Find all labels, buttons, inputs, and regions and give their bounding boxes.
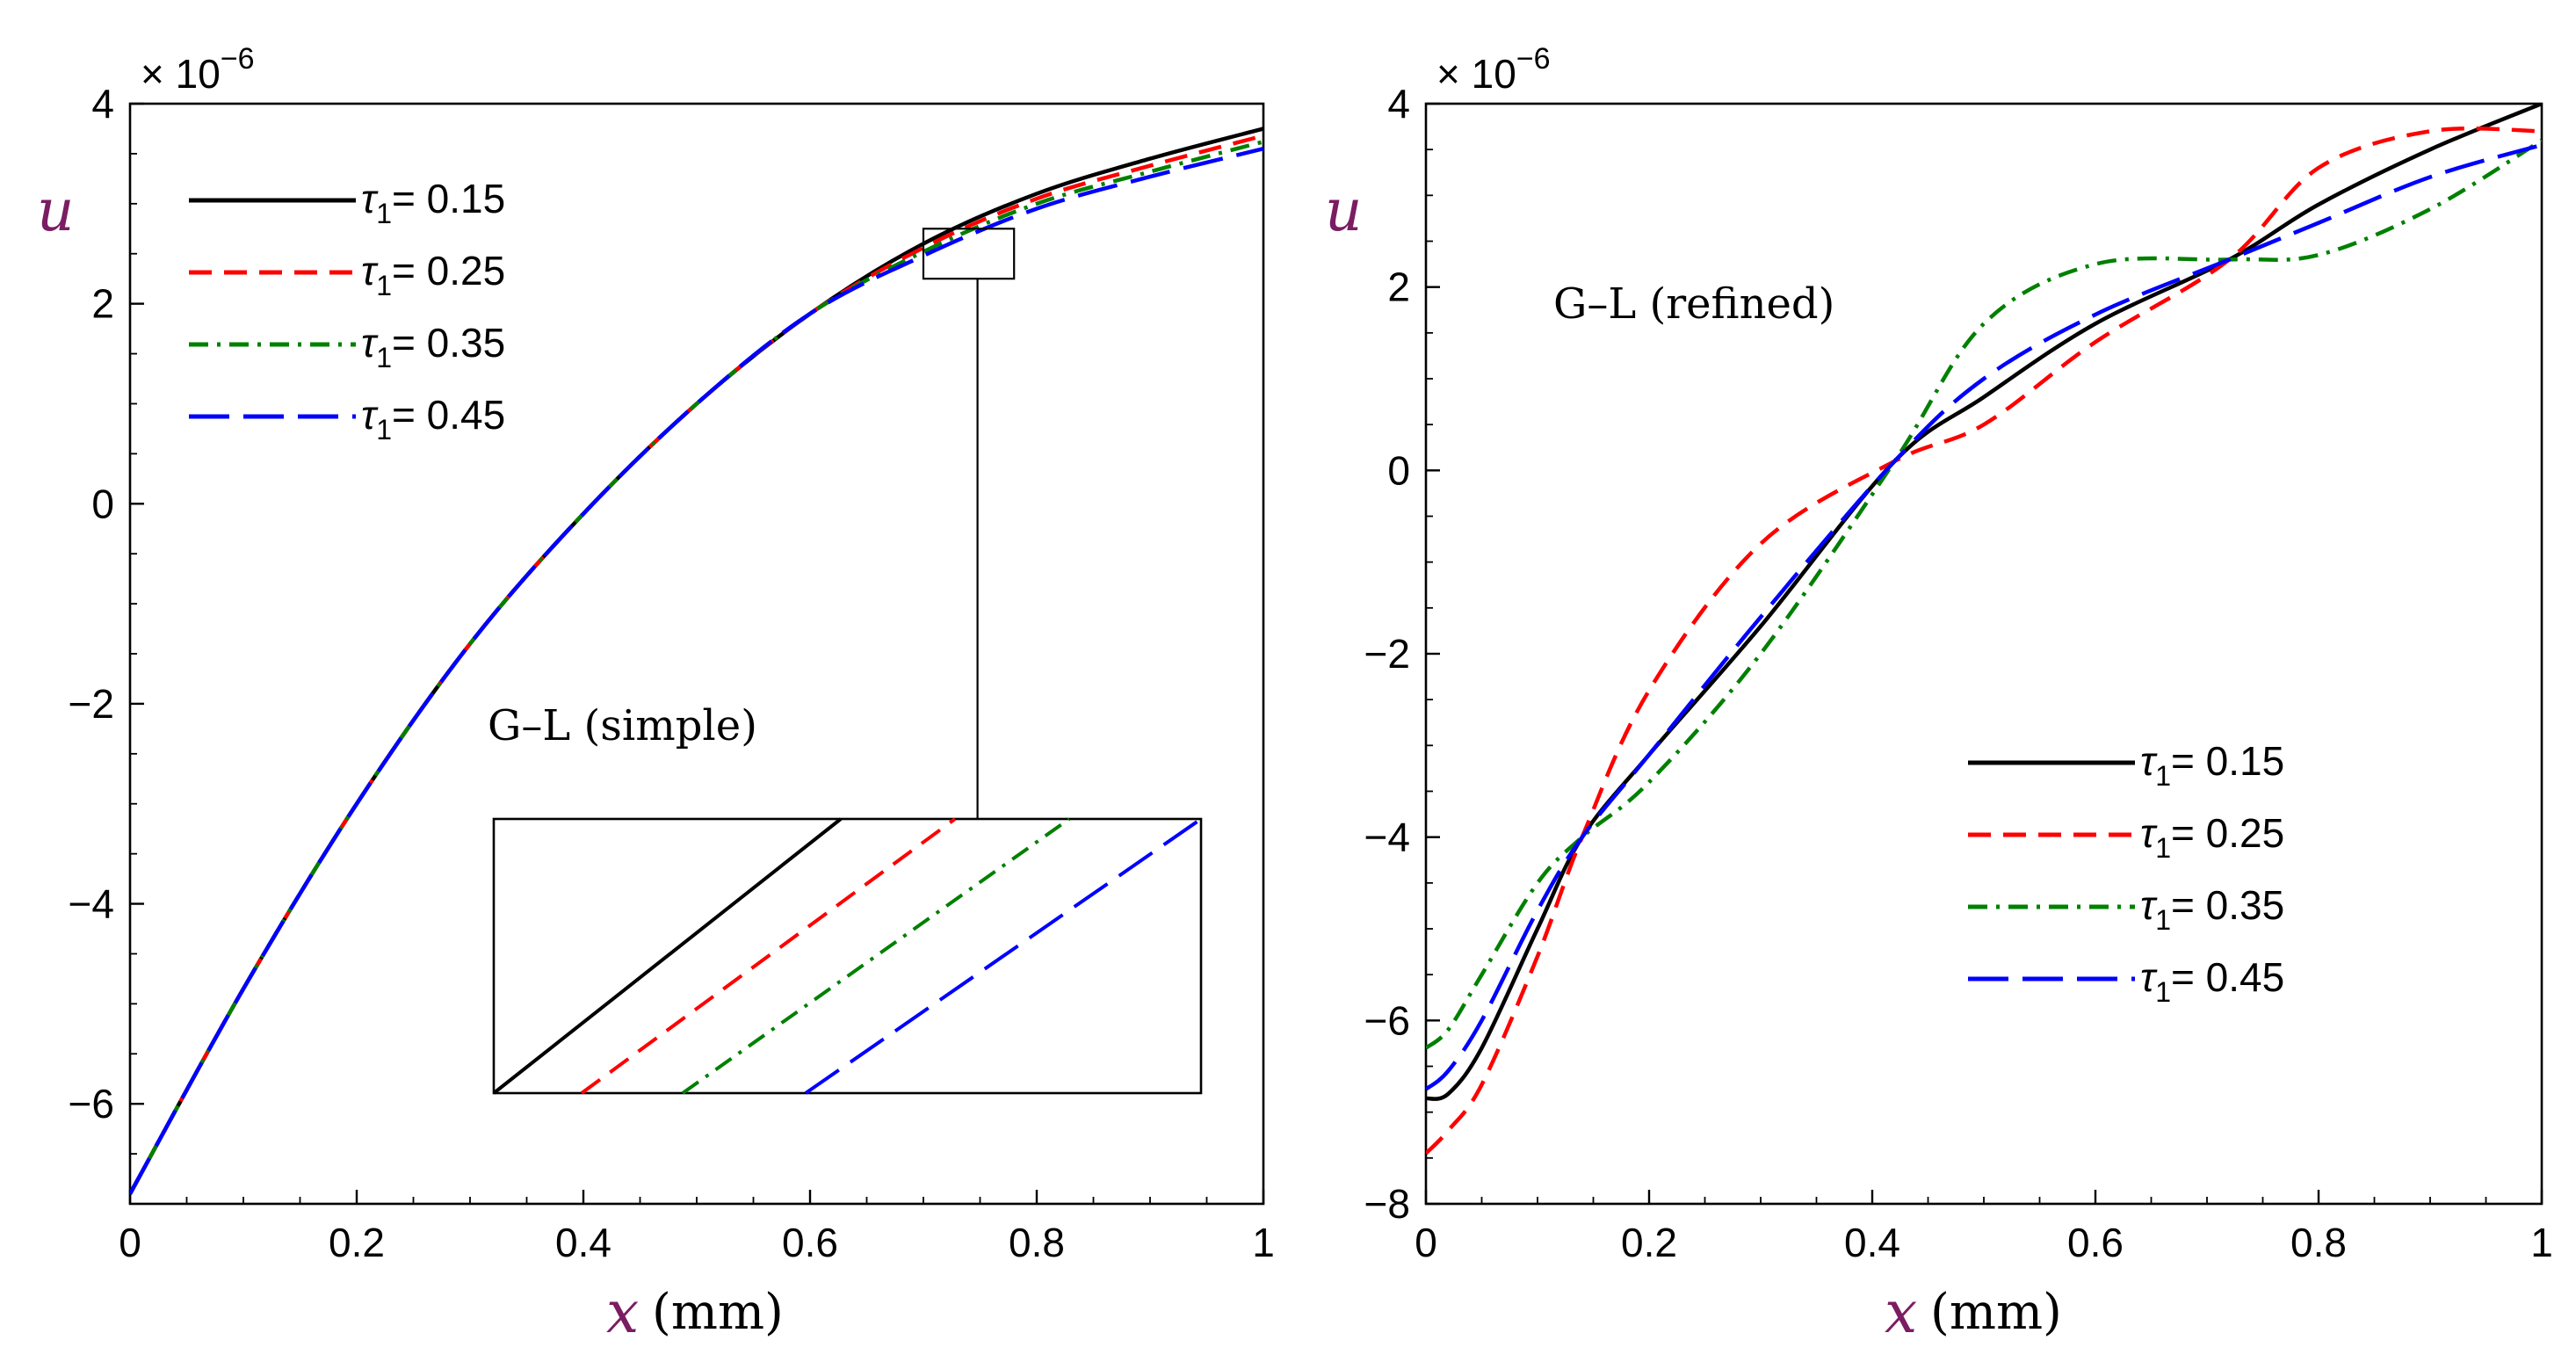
x-tick-label: 0.8	[2290, 1220, 2347, 1265]
x-axis-unit: (mm)	[652, 1284, 784, 1341]
panel-annotation: G–L (refined)	[1553, 279, 1834, 329]
series-line-s015	[1426, 104, 2542, 1101]
right-panel: 0 0.2 0.4 0.6 0.8 1 −8 −6 −4 −2 0 2 4 × 10−6 u x (mm) G–L…	[1325, 42, 2553, 1346]
x-tick-label: 0.8	[1009, 1220, 1065, 1265]
y-tick-label: 0	[91, 481, 114, 526]
x-tick-label: 0.4	[1844, 1220, 1900, 1265]
y-axis-label: u	[37, 177, 75, 244]
inset-line-s025	[580, 817, 957, 1095]
x-tick-label: 1	[1252, 1220, 1275, 1265]
series-group	[1426, 104, 2542, 1156]
inset-line-s015	[492, 817, 843, 1095]
series-line-s045	[1426, 142, 2542, 1091]
inset-line-s035	[681, 817, 1071, 1095]
y-tick-label: 0	[1387, 447, 1410, 493]
legend-label: τ1= 0.15	[2140, 738, 2284, 792]
x-tick-label: 0.6	[2067, 1220, 2124, 1265]
legend-label: τ1= 0.35	[2140, 882, 2284, 936]
y-multiplier: × 10−6	[141, 42, 255, 97]
x-tick-label: 0.4	[555, 1220, 611, 1265]
y-tick-label: −4	[69, 881, 114, 927]
y-tick-label: −2	[69, 681, 114, 727]
y-axis-label: u	[1325, 177, 1363, 244]
legend-label: τ1= 0.35	[361, 320, 505, 373]
series-line-s035	[1426, 138, 2542, 1050]
x-tick-label: 0	[1415, 1220, 1437, 1265]
y-tick-label: 4	[1387, 81, 1410, 127]
y-tick-label: −6	[1364, 997, 1410, 1043]
legend-label: τ1= 0.45	[361, 392, 505, 446]
y-multiplier: × 10−6	[1436, 42, 1551, 97]
x-tick-label: 0.2	[1621, 1220, 1677, 1265]
series-line-s025	[1426, 126, 2542, 1156]
legend-label: τ1= 0.45	[2140, 954, 2284, 1008]
legend-label: τ1= 0.25	[2140, 810, 2284, 864]
x-axis-label: x	[1885, 1279, 1917, 1346]
legend-label: τ1= 0.15	[361, 176, 505, 229]
x-tick-label: 0	[119, 1220, 141, 1265]
y-tick-label: −4	[1364, 815, 1410, 860]
inset-box	[492, 817, 1203, 1095]
panel-annotation: G–L (simple)	[488, 701, 757, 750]
x-tick-label: 1	[2530, 1220, 2553, 1265]
plot-frame	[1424, 102, 2543, 1206]
legend-label: τ1= 0.25	[361, 248, 505, 301]
series-line-s045	[130, 147, 1263, 1195]
y-tick-label: −2	[1364, 631, 1410, 677]
y-tick-label: −8	[1364, 1181, 1410, 1227]
y-tick-label: −6	[69, 1081, 114, 1127]
series-group	[130, 127, 1263, 1195]
y-tick-label: 2	[1387, 264, 1410, 310]
x-tick-label: 0.2	[329, 1220, 385, 1265]
y-tick-label: 2	[91, 281, 114, 327]
x-tick-label: 0.6	[782, 1220, 838, 1265]
x-axis-label: x	[606, 1279, 639, 1346]
zoom-region-box	[922, 228, 1016, 280]
x-axis-unit: (mm)	[1930, 1284, 2062, 1341]
y-tick-label: 4	[91, 81, 114, 127]
left-panel: 0 0.2 0.4 0.6 0.8 1 −6 −4 −2 0 2 4 × 10−6 u x (mm) G–L (…	[37, 42, 1275, 1346]
inset-line-s045	[804, 817, 1203, 1095]
